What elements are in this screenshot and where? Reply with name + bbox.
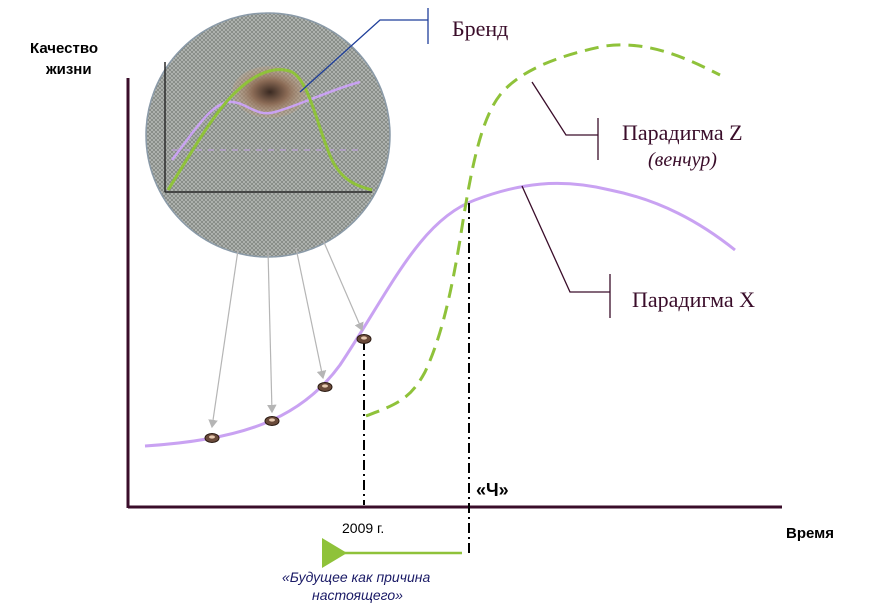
future-note-line2: настоящего» — [312, 587, 403, 603]
paradigm-z-callout — [531, 81, 598, 136]
paradigm-z-label: Парадигма Z — [622, 120, 743, 145]
projection-arrow-3 — [295, 247, 327, 380]
projection-arrow-2 — [267, 249, 277, 414]
x-axis-label: Время — [786, 525, 834, 542]
projection-arrow-1 — [208, 249, 239, 429]
brand-dot-icon — [204, 433, 220, 443]
y-axis-label-line1: Качество — [30, 40, 98, 57]
brand-dot-icon — [356, 334, 372, 344]
zoom-lens — [145, 12, 391, 258]
paradigm-x-label: Парадигма X — [632, 287, 755, 312]
brand-dot-icon — [317, 382, 333, 392]
brand-label: Бренд — [452, 16, 508, 41]
projection-arrow-4 — [322, 239, 364, 332]
paradigm-x-curve — [144, 181, 736, 448]
year-2009-label: 2009 г. — [342, 520, 384, 536]
y-axis-label-line2: жизни — [45, 61, 92, 78]
paradigm-x-callout — [521, 185, 610, 293]
brand-pointer — [299, 19, 428, 93]
ch-label: «Ч» — [476, 480, 509, 500]
future-note-line1: «Будущее как причина — [282, 569, 430, 585]
paradigm-z-sub-label: (венчур) — [648, 149, 717, 171]
brand-dot-icon — [264, 416, 280, 426]
paradigm-z-curve — [365, 43, 721, 418]
